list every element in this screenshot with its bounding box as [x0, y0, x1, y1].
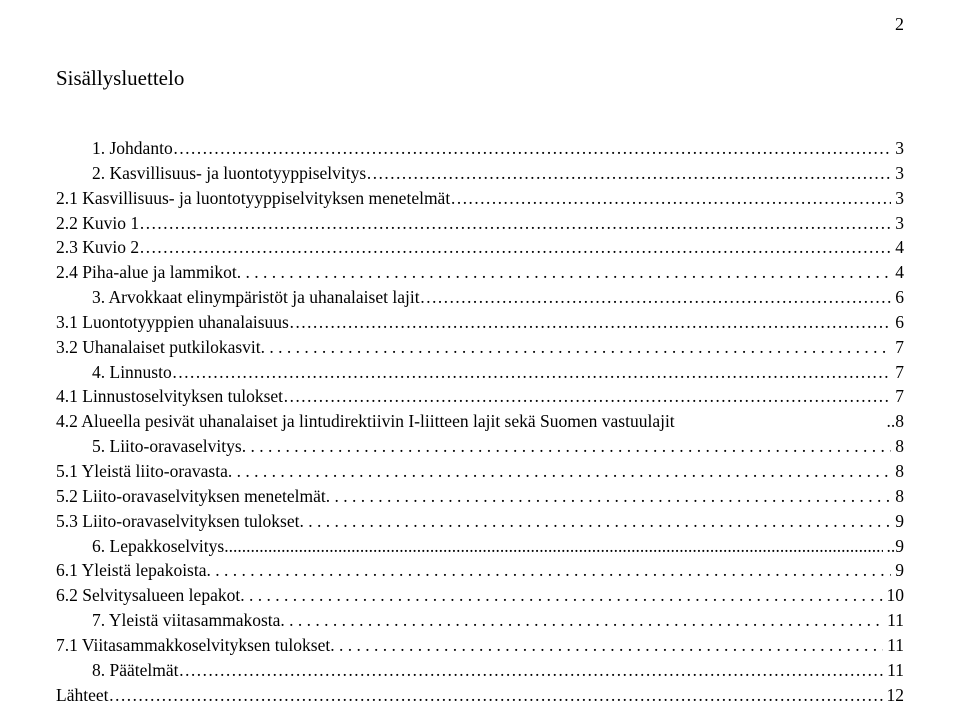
toc-page: 10: [883, 583, 905, 608]
toc-leader: ……………………………………………………………………………………………………………: [108, 683, 882, 708]
toc-leader: ……………………………………………………………………………………………………………: [420, 285, 892, 310]
toc-page: 7: [891, 335, 904, 360]
toc-row: 5.2 Liito-oravaselvityksen menetelmät. .…: [56, 484, 904, 509]
toc-leader: ……………………………………………………………………………………………………………: [139, 235, 891, 260]
toc-page: 3: [891, 161, 904, 186]
toc-label: 2. Kasvillisuus- ja luontotyyppiselvitys: [56, 161, 366, 186]
toc-leader: ……………………………………………………………………………………………………………: [179, 658, 884, 683]
toc-label: 6.1 Yleistä lepakoista: [56, 558, 207, 583]
toc-leader: ……………………………………………………………………………………………………………: [172, 360, 892, 385]
toc-label: 2.1 Kasvillisuus- ja luontotyyppiselvity…: [56, 186, 450, 211]
toc-label: 4.1 Linnustoselvityksen tulokset: [56, 384, 283, 409]
toc-row: 4. Linnusto………………………………………………………………………………: [56, 360, 904, 385]
toc-row: 8. Päätelmät……………………………………………………………………………: [56, 658, 904, 683]
toc-row: 2.4 Piha-alue ja lammikot. . . . . . . .…: [56, 260, 904, 285]
toc-leader: ……………………………………………………………………………………………………………: [139, 211, 891, 236]
toc-leader: . . . . . . . . . . . . . . . . . . . . …: [261, 335, 892, 360]
toc-label: 6. Lepakkoselvitys: [56, 534, 224, 559]
toc-leader: . . . . . . . . . . . . . . . . . . . . …: [330, 633, 883, 658]
toc-leader: . . . . . . . . . . . . . . . . . . . . …: [300, 509, 892, 534]
toc-row: 2.2 Kuvio 1………………………………………………………………………………: [56, 211, 904, 236]
document-page: 2 Sisällysluettelo 1. Johdanto……………………………: [0, 0, 960, 709]
toc-label: 3.2 Uhanalaiset putkilokasvit: [56, 335, 261, 360]
toc-page: 11: [883, 633, 904, 658]
toc-leader: . . . . . . . . . . . . . . . . . . . . …: [280, 608, 883, 633]
toc-leader: ........................................…: [224, 534, 882, 559]
toc-row: 6.1 Yleistä lepakoista. . . . . . . . . …: [56, 558, 904, 583]
toc-label: 2.2 Kuvio 1: [56, 211, 139, 236]
toc-page: 4: [891, 235, 904, 260]
toc-row: 5. Liito-oravaselvitys. . . . . . . . . …: [56, 434, 904, 459]
toc-page: 8: [891, 459, 904, 484]
toc-leader: ……………………………………………………………………………………………………………: [289, 310, 891, 335]
toc-label: 7. Yleistä viitasammakosta: [56, 608, 280, 633]
toc-row: 5.1 Yleistä liito-oravasta. . . . . . . …: [56, 459, 904, 484]
toc-label: Lähteet: [56, 683, 108, 708]
toc-row: Lähteet…………………………………………………………………………………………: [56, 683, 904, 708]
toc-page: 9: [891, 558, 904, 583]
toc-label: 8. Päätelmät: [56, 658, 179, 683]
toc-row: 2. Kasvillisuus- ja luontotyyppiselvitys…: [56, 161, 904, 186]
toc-page: 8: [891, 434, 904, 459]
toc-leader: ……………………………………………………………………………………………………………: [173, 136, 892, 161]
toc-label: 5. Liito-oravaselvitys: [56, 434, 242, 459]
toc-label: 3.1 Luontotyyppien uhanalaisuus: [56, 310, 289, 335]
toc-row: 7. Yleistä viitasammakosta. . . . . . . …: [56, 608, 904, 633]
toc-page: 8: [891, 484, 904, 509]
toc-label: 3. Arvokkaat elinympäristöt ja uhanalais…: [56, 285, 420, 310]
toc-page: 4: [891, 260, 904, 285]
toc-row: 4.1 Linnustoselvityksen tulokset………………………: [56, 384, 904, 409]
toc-page: ..9: [883, 534, 905, 559]
toc-leader: ……………………………………………………………………………………………………………: [283, 384, 891, 409]
toc-page: 6: [891, 310, 904, 335]
toc-row: 6.2 Selvitysalueen lepakot. . . . . . . …: [56, 583, 904, 608]
toc-row: 2.3 Kuvio 2………………………………………………………………………………: [56, 235, 904, 260]
toc-leader: ……………………………………………………………………………………………………………: [366, 161, 891, 186]
toc-page: 11: [883, 608, 904, 633]
toc-label: 1. Johdanto: [56, 136, 173, 161]
toc-leader: . . . . . . . . . . . . . . . . . . . . …: [242, 434, 892, 459]
toc-label: 4.2 Alueella pesivät uhanalaiset ja lint…: [56, 409, 675, 434]
toc-label: 5.1 Yleistä liito-oravasta: [56, 459, 228, 484]
table-of-contents: 1. Johdanto………………………………………………………………………………: [56, 136, 904, 707]
toc-label: 6.2 Selvitysalueen lepakot: [56, 583, 240, 608]
toc-row: 2.1 Kasvillisuus- ja luontotyyppiselvity…: [56, 186, 904, 211]
toc-label: 5.3 Liito-oravaselvityksen tulokset: [56, 509, 300, 534]
toc-page: 3: [891, 186, 904, 211]
toc-leader: . . . . . . . . . . . . . . . . . . . . …: [326, 484, 892, 509]
toc-leader: . . . . . . . . . . . . . . . . . . . . …: [207, 558, 892, 583]
toc-row: 3. Arvokkaat elinympäristöt ja uhanalais…: [56, 285, 904, 310]
toc-row: 5.3 Liito-oravaselvityksen tulokset. . .…: [56, 509, 904, 534]
toc-label: 5.2 Liito-oravaselvityksen menetelmät: [56, 484, 326, 509]
toc-leader: [675, 409, 883, 434]
toc-page: 12: [883, 683, 905, 708]
toc-page: 7: [891, 360, 904, 385]
toc-row: 3.2 Uhanalaiset putkilokasvit. . . . . .…: [56, 335, 904, 360]
toc-row: 3.1 Luontotyyppien uhanalaisuus…………………………: [56, 310, 904, 335]
toc-page: 3: [891, 136, 904, 161]
toc-page: ..8: [883, 409, 905, 434]
toc-label: 4. Linnusto: [56, 360, 172, 385]
toc-leader: . . . . . . . . . . . . . . . . . . . . …: [240, 583, 882, 608]
toc-label: 2.3 Kuvio 2: [56, 235, 139, 260]
toc-row: 4.2 Alueella pesivät uhanalaiset ja lint…: [56, 409, 904, 434]
toc-page: 11: [883, 658, 904, 683]
page-number: 2: [895, 14, 904, 35]
toc-page: 7: [891, 384, 904, 409]
toc-label: 2.4 Piha-alue ja lammikot: [56, 260, 237, 285]
toc-leader: ……………………………………………………………………………………………………………: [450, 186, 891, 211]
toc-leader: . . . . . . . . . . . . . . . . . . . . …: [228, 459, 891, 484]
toc-row: 6. Lepakkoselvitys......................…: [56, 534, 904, 559]
toc-page: 3: [891, 211, 904, 236]
toc-row: 7.1 Viitasammakkoselvityksen tulokset. .…: [56, 633, 904, 658]
toc-row: 1. Johdanto………………………………………………………………………………: [56, 136, 904, 161]
toc-page: 6: [891, 285, 904, 310]
toc-leader: . . . . . . . . . . . . . . . . . . . . …: [237, 260, 891, 285]
toc-label: 7.1 Viitasammakkoselvityksen tulokset: [56, 633, 330, 658]
toc-heading: Sisällysluettelo: [56, 66, 184, 91]
toc-page: 9: [891, 509, 904, 534]
